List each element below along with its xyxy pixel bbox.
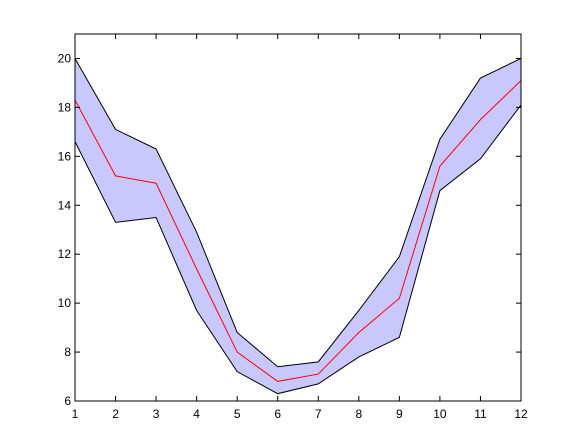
series-line-0: [74, 80, 522, 382]
x-tick-label: 2: [112, 407, 119, 421]
x-tick-label: 1: [72, 407, 79, 421]
y-tick-label: 6: [64, 394, 71, 408]
upper-bound-line: [74, 58, 522, 368]
x-tick-label: 7: [315, 407, 322, 421]
x-tick-label: 12: [514, 407, 528, 421]
y-tick-label: 20: [58, 51, 72, 65]
y-tick-label: 14: [58, 198, 72, 212]
x-tick-label: 4: [193, 407, 200, 421]
y-tick-label: 16: [58, 149, 72, 163]
lower-bound-line: [74, 104, 522, 395]
confidence-band: [75, 58, 521, 394]
x-tick-label: 10: [433, 407, 447, 421]
x-tick-label: 11: [474, 407, 487, 421]
plot-area: [74, 58, 522, 395]
x-tick-label: 6: [274, 407, 281, 421]
x-tick-label: 5: [234, 407, 241, 421]
x-tick-label: 9: [396, 407, 403, 421]
axes-box: [74, 33, 522, 402]
y-tick-label: 12: [58, 247, 72, 261]
y-tick-label: 18: [58, 100, 72, 114]
y-tick-label: 8: [64, 345, 71, 359]
x-tick-label: 3: [153, 407, 160, 421]
y-tick-label: 10: [58, 296, 72, 310]
x-tick-label: 8: [355, 407, 362, 421]
